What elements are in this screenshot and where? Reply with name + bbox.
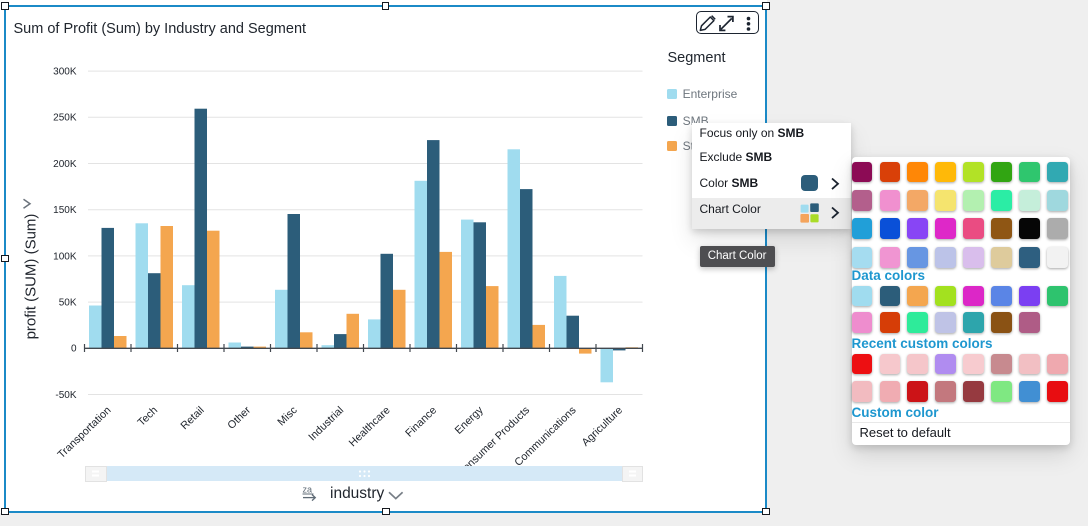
svg-text:Healthcare: Healthcare — [347, 404, 393, 449]
svg-text:Misc: Misc — [275, 404, 300, 428]
svg-text:Other: Other — [225, 404, 253, 432]
svg-text:0: 0 — [71, 344, 77, 355]
svg-text:50K: 50K — [59, 298, 77, 309]
svg-text:300K: 300K — [53, 67, 77, 78]
svg-text:Transportation: Transportation — [55, 404, 113, 461]
svg-text:200K: 200K — [53, 159, 77, 170]
svg-text:Finance: Finance — [403, 404, 439, 439]
svg-text:Retail: Retail — [178, 404, 206, 432]
svg-text:150K: 150K — [53, 205, 77, 216]
svg-text:-50K: -50K — [55, 390, 76, 401]
svg-text:Energy: Energy — [453, 404, 486, 437]
svg-text:Tech: Tech — [135, 404, 160, 428]
svg-text:250K: 250K — [53, 113, 77, 124]
svg-text:profit (SUM) (Sum): profit (SUM) (Sum) — [22, 214, 39, 340]
svg-text:100K: 100K — [53, 251, 77, 262]
svg-text:za: za — [303, 485, 313, 495]
svg-text:Industrial: Industrial — [306, 404, 346, 443]
svg-text:Agriculture: Agriculture — [580, 404, 625, 448]
svg-text:industry: industry — [330, 485, 385, 502]
